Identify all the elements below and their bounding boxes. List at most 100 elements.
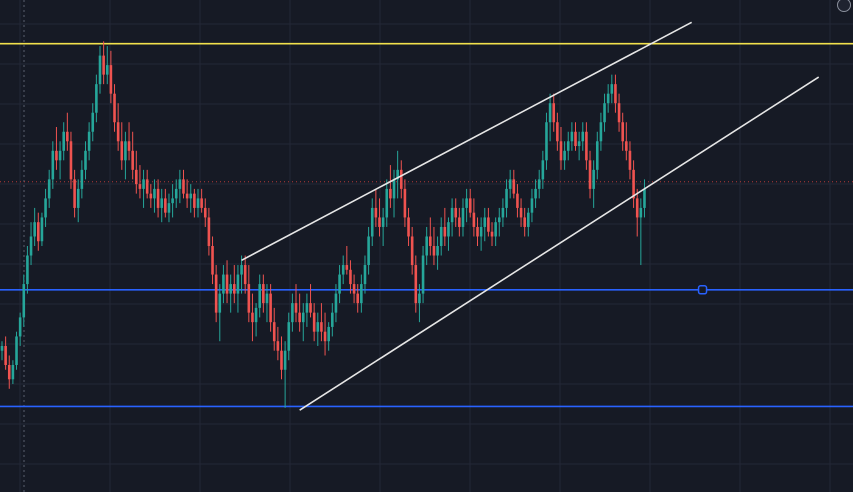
candle-body-down[interactable] bbox=[635, 198, 639, 218]
candle-body-up[interactable] bbox=[283, 350, 287, 370]
candle-body-up[interactable] bbox=[331, 312, 334, 327]
candle-body-down[interactable] bbox=[389, 188, 392, 199]
candle-body-up[interactable] bbox=[338, 274, 341, 294]
candle-body-down[interactable] bbox=[487, 217, 490, 232]
candle-body-down[interactable] bbox=[410, 236, 414, 266]
candle-body-up[interactable] bbox=[84, 150, 87, 170]
candle-body-down[interactable] bbox=[233, 284, 236, 294]
candle-body-up[interactable] bbox=[40, 217, 44, 242]
candle-body-down[interactable] bbox=[628, 150, 632, 170]
candle-body-down[interactable] bbox=[66, 131, 69, 142]
candle-body-down[interactable] bbox=[323, 331, 327, 342]
candle-body-up[interactable] bbox=[11, 365, 15, 380]
candle-body-up[interactable] bbox=[236, 274, 240, 294]
candle-body-down[interactable] bbox=[262, 284, 265, 304]
candle-body-down[interactable] bbox=[407, 217, 410, 237]
candle-body-down[interactable] bbox=[468, 198, 472, 213]
candle-body-down[interactable] bbox=[614, 84, 617, 104]
candle-body-up[interactable] bbox=[363, 265, 367, 285]
candle-body-down[interactable] bbox=[214, 274, 218, 313]
anchor-handle[interactable] bbox=[697, 285, 708, 295]
candle-body-down[interactable] bbox=[617, 103, 621, 123]
candle-body-down[interactable] bbox=[454, 207, 458, 218]
candle-body-down[interactable] bbox=[458, 217, 461, 227]
candle-body-down[interactable] bbox=[69, 141, 73, 180]
candle-body-down[interactable] bbox=[559, 141, 563, 161]
candle-body-down[interactable] bbox=[556, 122, 559, 142]
candle-body-up[interactable] bbox=[537, 179, 541, 189]
candle-body-down[interactable] bbox=[138, 184, 142, 189]
candle-body-up[interactable] bbox=[367, 236, 370, 266]
candle-body-up[interactable] bbox=[610, 84, 614, 94]
candle-body-down[interactable] bbox=[512, 179, 516, 194]
candle-body-down[interactable] bbox=[349, 269, 352, 285]
candle-body-up[interactable] bbox=[240, 265, 243, 275]
candle-body-down[interactable] bbox=[164, 198, 167, 213]
candle-body-up[interactable] bbox=[497, 217, 501, 223]
candle-body-down[interactable] bbox=[432, 246, 436, 256]
candle-body-down[interactable] bbox=[516, 193, 519, 208]
candle-body-up[interactable] bbox=[592, 169, 595, 189]
candle-body-down[interactable] bbox=[127, 141, 131, 151]
candle-body-up[interactable] bbox=[171, 198, 174, 204]
candle-body-down[interactable] bbox=[312, 312, 316, 332]
candle-body-down[interactable] bbox=[574, 131, 577, 147]
candle-body-up[interactable] bbox=[396, 169, 399, 180]
candle-body-up[interactable] bbox=[341, 265, 345, 275]
candle-body-up[interactable] bbox=[436, 246, 439, 256]
candle-body-down[interactable] bbox=[294, 303, 298, 313]
candle-body-up[interactable] bbox=[599, 122, 603, 142]
candle-body-down[interactable] bbox=[131, 150, 134, 170]
candle-body-up[interactable] bbox=[479, 226, 483, 237]
candle-body-up[interactable] bbox=[541, 160, 545, 180]
candle-body-up[interactable] bbox=[265, 293, 269, 304]
candle-body-down[interactable] bbox=[472, 212, 476, 227]
candle-body-down[interactable] bbox=[182, 179, 185, 194]
candle-body-up[interactable] bbox=[95, 84, 98, 113]
candle-body-up[interactable] bbox=[385, 188, 389, 218]
candle-body-down[interactable] bbox=[588, 160, 592, 189]
candle-body-down[interactable] bbox=[73, 179, 76, 208]
candle-body-down[interactable] bbox=[552, 103, 556, 123]
candle-body-up[interactable] bbox=[465, 198, 468, 208]
candle-body-up[interactable] bbox=[483, 217, 487, 227]
candle-body-down[interactable] bbox=[185, 193, 189, 199]
candle-body-down[interactable] bbox=[632, 169, 635, 199]
candle-body-up[interactable] bbox=[527, 212, 530, 227]
candle-body-up[interactable] bbox=[196, 198, 200, 208]
candle-body-up[interactable] bbox=[508, 179, 512, 189]
candle-body-up[interactable] bbox=[577, 141, 581, 147]
candle-body-up[interactable] bbox=[360, 284, 363, 304]
candle-body-up[interactable] bbox=[447, 222, 450, 237]
candle-body-up[interactable] bbox=[334, 293, 338, 313]
candle-body-down[interactable] bbox=[490, 231, 494, 237]
candle-body-up[interactable] bbox=[301, 312, 305, 323]
candle-body-down[interactable] bbox=[272, 322, 276, 342]
candle-body-up[interactable] bbox=[62, 131, 66, 151]
candle-body-up[interactable] bbox=[287, 322, 291, 351]
candle-body-up[interactable] bbox=[421, 255, 425, 294]
candle-body-down[interactable] bbox=[156, 188, 160, 208]
candle-body-down[interactable] bbox=[243, 265, 247, 285]
candle-body-down[interactable] bbox=[356, 293, 360, 304]
candle-body-up[interactable] bbox=[381, 217, 385, 227]
candle-body-up[interactable] bbox=[530, 198, 534, 213]
candle-body-up[interactable] bbox=[51, 150, 55, 180]
candle-body-down[interactable] bbox=[429, 236, 432, 246]
candle-body-up[interactable] bbox=[189, 193, 193, 199]
candle-body-down[interactable] bbox=[443, 226, 447, 237]
candle-body-up[interactable] bbox=[603, 103, 606, 123]
candle-body-up[interactable] bbox=[0, 345, 4, 351]
candle-body-down[interactable] bbox=[374, 207, 378, 218]
candle-body-up[interactable] bbox=[305, 303, 309, 313]
candle-body-up[interactable] bbox=[80, 169, 84, 189]
candle-body-up[interactable] bbox=[450, 207, 454, 223]
candle-body-up[interactable] bbox=[160, 198, 164, 208]
candle-body-down[interactable] bbox=[352, 284, 356, 294]
candle-body-down[interactable] bbox=[113, 93, 116, 123]
candle-body-up[interactable] bbox=[105, 65, 109, 75]
candle-body-up[interactable] bbox=[606, 93, 610, 104]
candle-body-up[interactable] bbox=[91, 112, 95, 132]
